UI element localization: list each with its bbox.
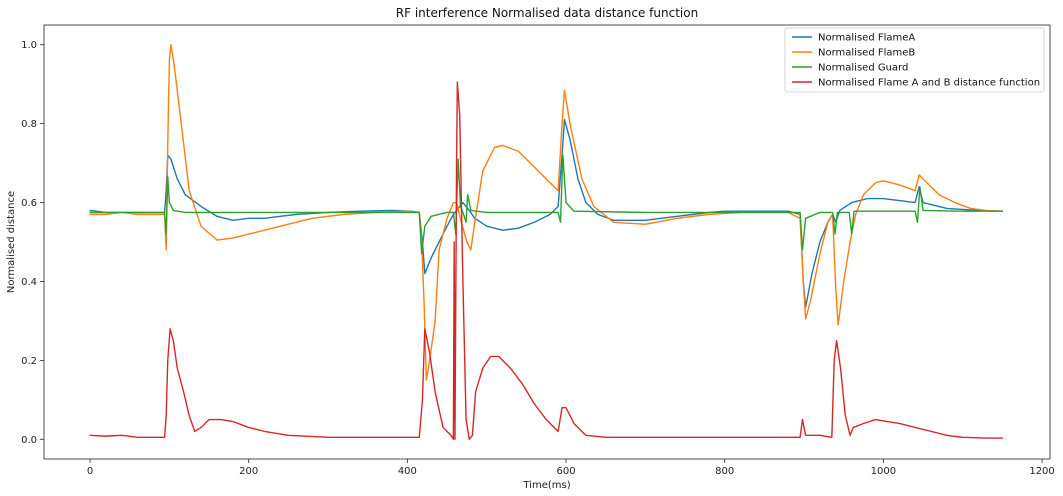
legend: Normalised FlameA Normalised FlameB Normal… [784, 27, 1045, 93]
series-line-3 [89, 154, 1004, 255]
legend-label-1: Normalised FlameA [818, 33, 915, 44]
x-tick-label: 400 [398, 466, 417, 477]
x-tick-label: 1000 [871, 466, 896, 477]
x-axis-label: Time(ms) [522, 480, 570, 491]
x-tick-label: 800 [715, 466, 734, 477]
y-tick-label: 0.4 [21, 277, 37, 288]
y-tick-label: 0.8 [21, 119, 37, 130]
x-axis-ticks: 0 200 400 600 800 1000 1200 [87, 459, 1055, 477]
legend-label-4: Normalised Flame A and B distance functi… [818, 78, 1040, 89]
legend-label-3: Normalised Guard [818, 63, 908, 74]
x-tick-label: 600 [556, 466, 575, 477]
chart-title: RF interference Normalised data distance… [396, 6, 698, 20]
y-tick-label: 0.6 [21, 198, 37, 209]
x-tick-label: 200 [239, 466, 258, 477]
plot-frame [43, 24, 1051, 460]
y-tick-label: 0.0 [21, 435, 37, 446]
y-tick-label: 1.0 [21, 40, 37, 51]
y-axis-ticks: 0.0 0.2 0.4 0.6 0.8 1.0 [21, 40, 44, 446]
legend-box [784, 27, 1045, 93]
series-line-1 [89, 118, 1004, 308]
series-lines [89, 44, 1004, 440]
legend-label-2: Normalised FlameB [818, 48, 915, 59]
series-line-2 [89, 44, 1004, 381]
x-tick-label: 0 [87, 466, 93, 477]
series-line-4 [89, 81, 1004, 440]
y-axis-label: Normalised distance [6, 191, 17, 293]
x-tick-label: 1200 [1029, 466, 1054, 477]
y-tick-label: 0.2 [21, 356, 37, 367]
